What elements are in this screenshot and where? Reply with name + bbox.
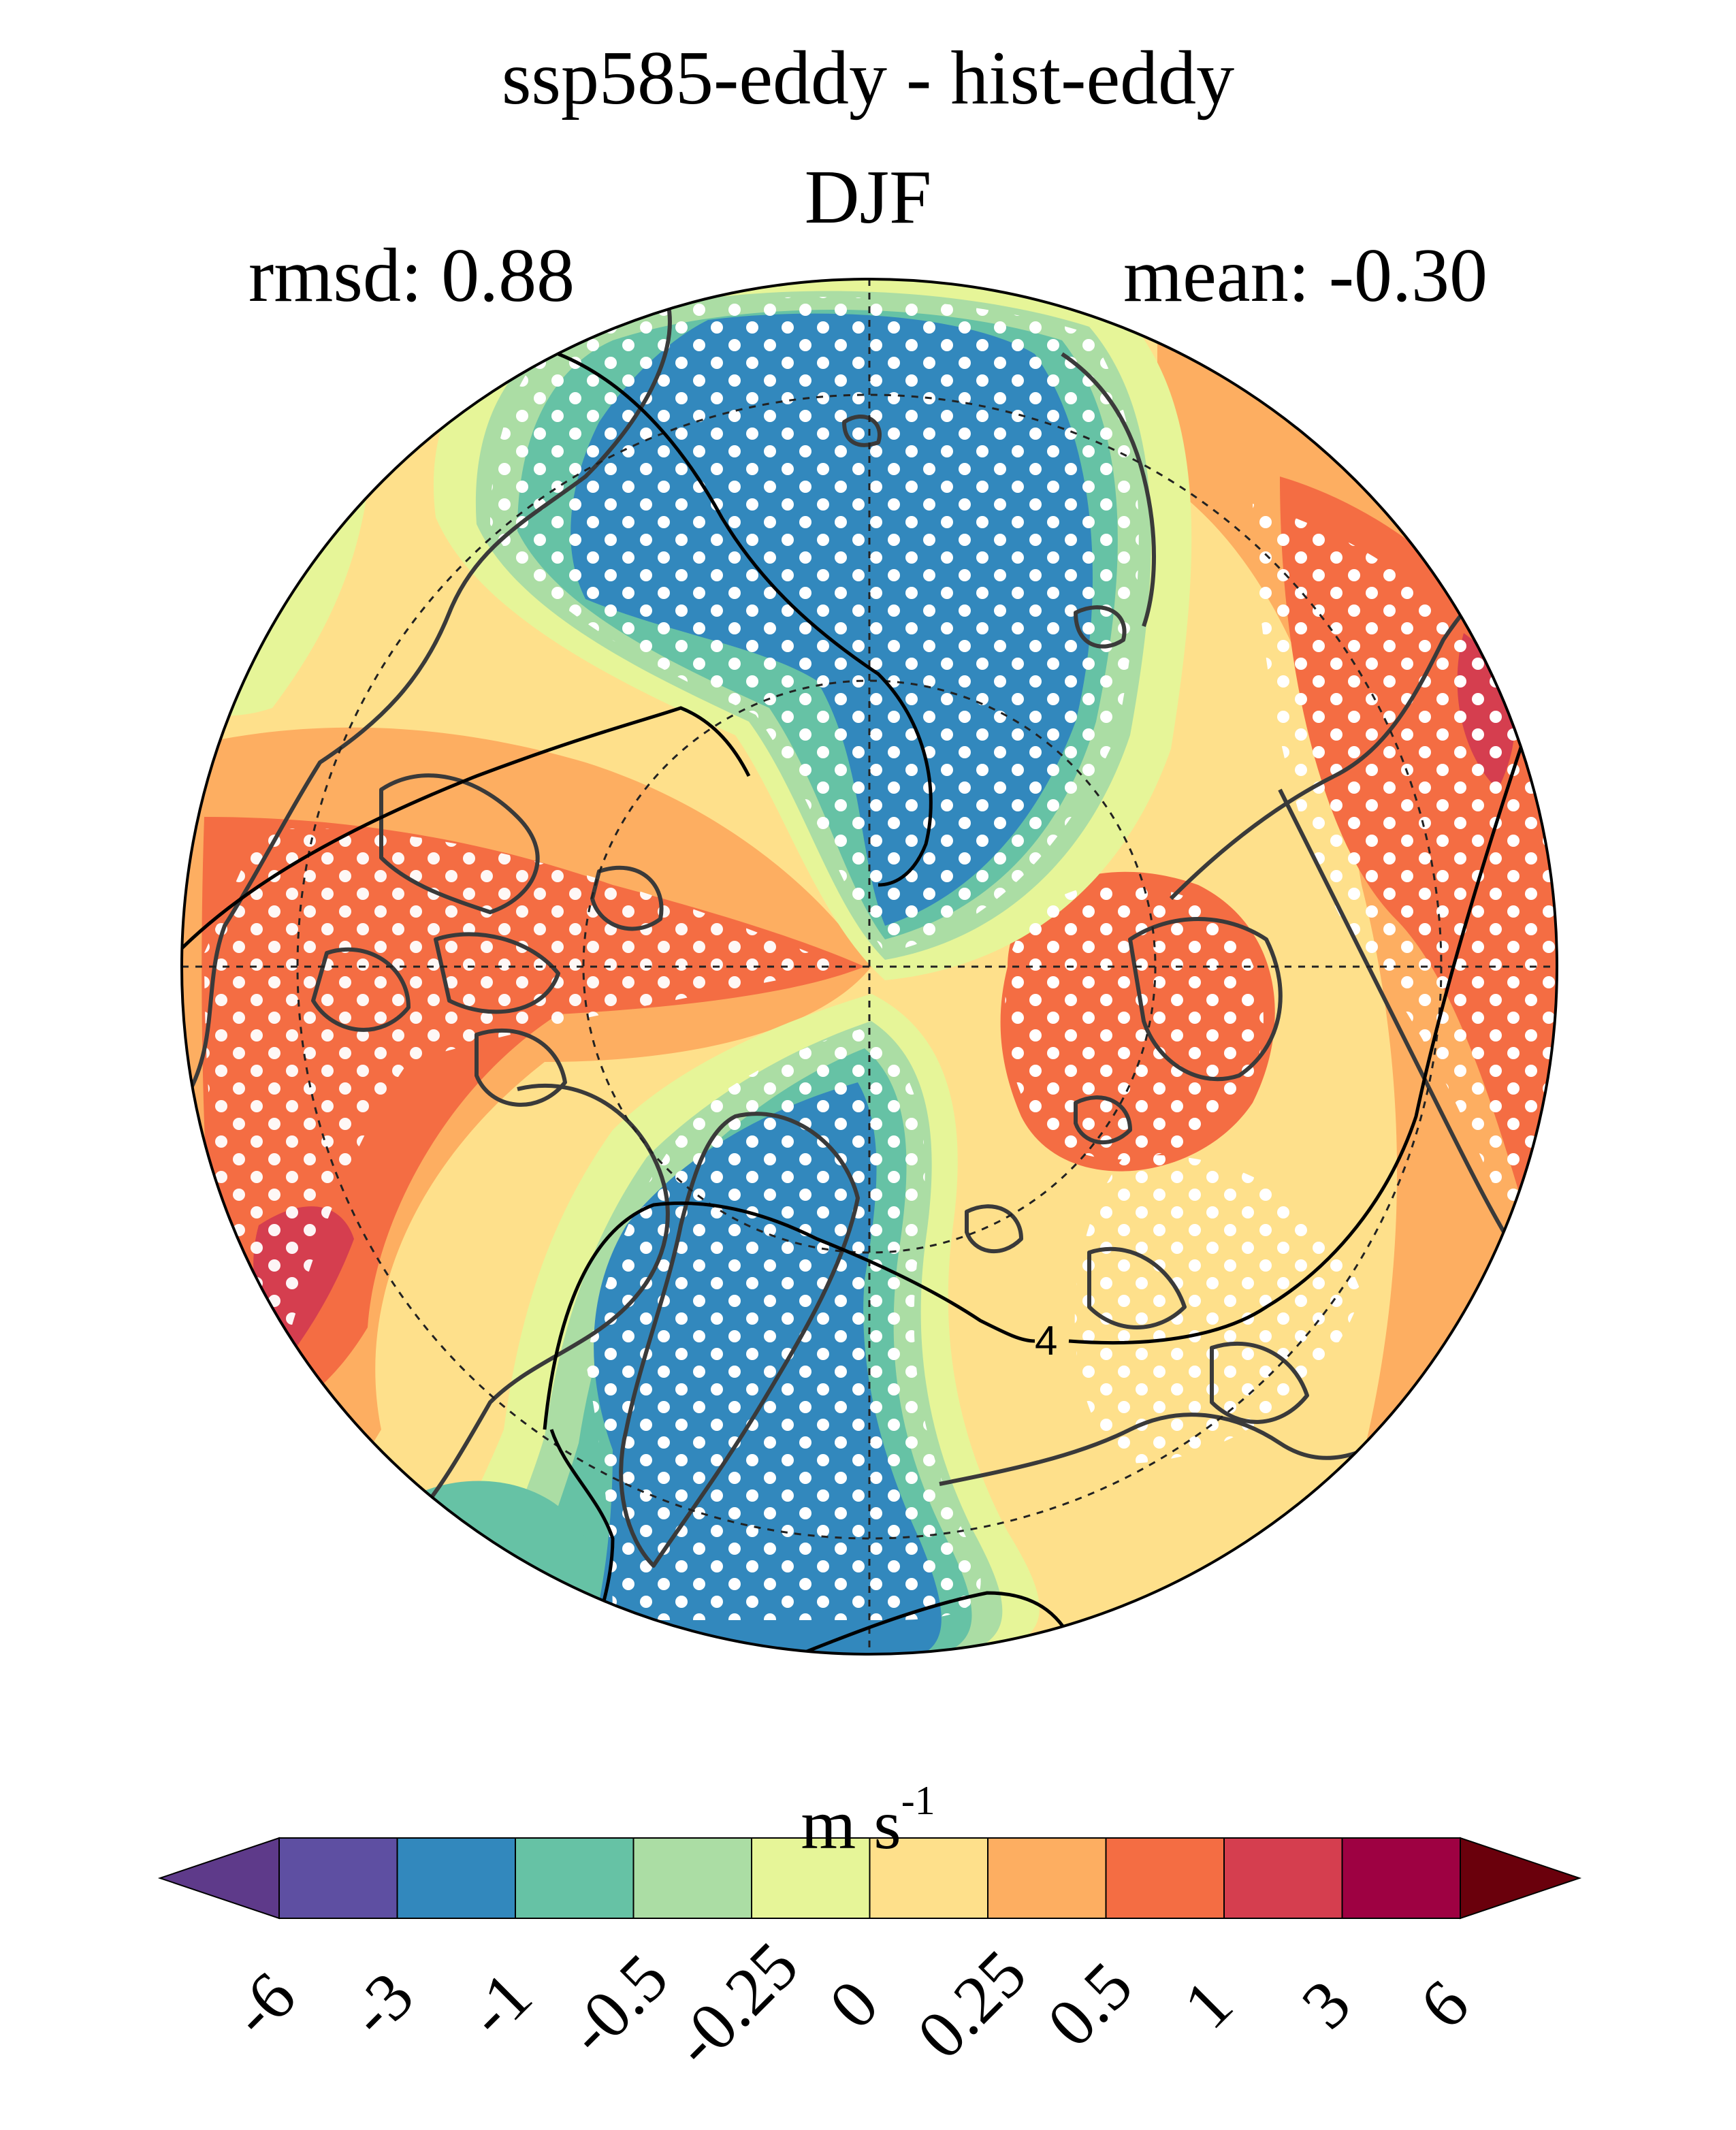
units-base: m s [801, 1786, 901, 1864]
colorbar-tick-label: -0.5 [553, 1939, 682, 2069]
stipple-west [204, 828, 844, 1395]
colorbar-tick-label: 0 [815, 1965, 893, 2043]
contour-south-edge [782, 1591, 1078, 1654]
contour-canada-jet [182, 706, 751, 954]
colorbar-bin [987, 1837, 1107, 1919]
plot-subtitle: DJF [804, 155, 932, 240]
colorbar-tick-label: -0.25 [658, 1927, 812, 2081]
colorbar-bin [1105, 1837, 1225, 1919]
colorbar-tick-labels: -6 -3 -1 -0.5-0.25 0 0.250.5 1 3 6 [216, 1927, 1483, 2081]
colorbar-bin [632, 1837, 752, 1919]
contour-label: 4 [1035, 1318, 1057, 1363]
contour-pacific-jet [558, 352, 933, 887]
colorbar-bin [751, 1837, 871, 1919]
field-sw-green [408, 1481, 585, 1654]
stipple-asia [1005, 884, 1264, 1160]
colorbar [157, 1837, 1582, 1920]
stipple-east [1253, 504, 1557, 1334]
coastline-greenland [619, 1112, 860, 1568]
contour-atlantic-jet-east [1068, 735, 1527, 1345]
colorbar-tick-label: 6 [1405, 1965, 1483, 2043]
coastline-europe [939, 1413, 1404, 1486]
map-disc: 4 [182, 279, 1557, 1654]
colorbar-tick-label: -6 [216, 1958, 310, 2051]
coastline-hudson-labrador [406, 1083, 670, 1527]
coastline-bering-region [842, 352, 1156, 649]
graticule [182, 279, 1557, 1654]
map-boundary [180, 278, 1558, 1656]
units-exponent: -1 [901, 1778, 935, 1823]
colorbar-bin [515, 1837, 634, 1919]
colorbar-bin [278, 1837, 398, 1919]
colorbar-tick-label: 0.25 [903, 1935, 1040, 2073]
mean-label: mean: -0.30 [1123, 233, 1488, 318]
coastline-scandinavia-iceland [965, 1204, 1187, 1329]
colorbar-bin [869, 1837, 988, 1919]
rmsd-label: rmsd: 0.88 [248, 233, 575, 318]
colorbar-bin [396, 1837, 516, 1919]
coastline-alaska-canada [189, 299, 672, 1091]
colorbar-tick-label: 1 [1169, 1965, 1247, 2043]
plot-title: ssp585-eddy - hist-eddy [501, 36, 1235, 120]
colorbar-tick-label: 3 [1287, 1965, 1365, 2043]
stipple-europe [1074, 1155, 1362, 1464]
stipple-atlantic [585, 1028, 981, 1620]
colorbar-bin [1341, 1837, 1461, 1919]
coastline-canadian-archipelago [311, 773, 664, 1107]
contour-atlantic-jet-west [543, 1201, 1035, 1430]
coastline-siberia-islands [1074, 917, 1283, 1144]
colorbar-tick-label: -1 [453, 1958, 546, 2051]
colorbar-tick-label: 0.5 [1033, 1948, 1146, 2061]
colorbar-tick-label: -3 [334, 1958, 428, 2051]
colorbar-units-label: m s-1 [0, 1760, 1736, 1866]
